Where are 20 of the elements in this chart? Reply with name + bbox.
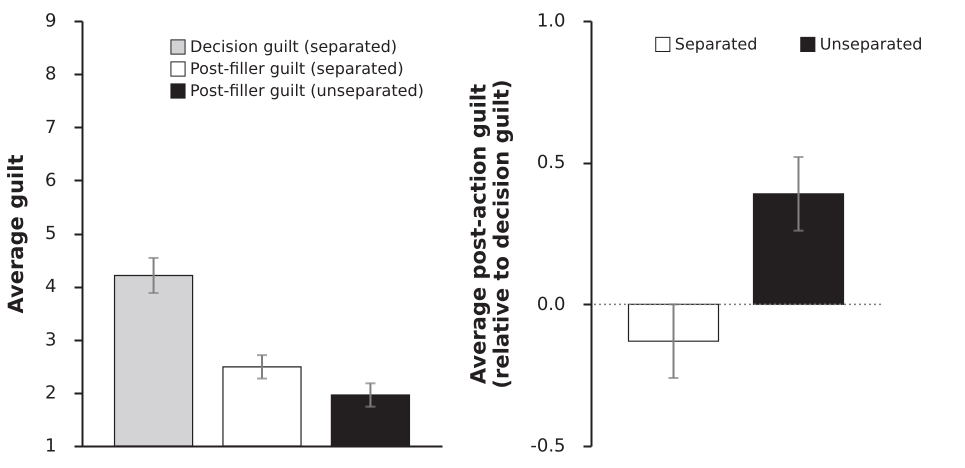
y-tick-label: 7 xyxy=(45,116,56,138)
legend-label: Decision guilt (separated) xyxy=(190,37,398,56)
y-tick-label: -0.5 xyxy=(530,436,566,456)
legend-label: Unseparated xyxy=(820,34,922,54)
y-axis-title: Average post-action guilt (relative to decision guilt) xyxy=(466,79,514,389)
y-tick-label: 0.5 xyxy=(536,152,566,174)
y-tick-label: 5 xyxy=(45,223,56,244)
y-tick-label: 1 xyxy=(45,436,56,456)
y-axis-title: Average guilt xyxy=(4,154,28,314)
y-tick-label: 4 xyxy=(45,276,56,298)
y-tick-label: 6 xyxy=(45,170,56,191)
legend-label: Post-filler guilt (unseparated) xyxy=(190,81,424,100)
y-tick-label: 0.0 xyxy=(536,294,566,315)
legend-label: Post-filler guilt (separated) xyxy=(190,59,404,78)
y-tick-label: 2 xyxy=(45,382,56,404)
legend-label: Separated xyxy=(674,34,758,54)
y-tick-label: 9 xyxy=(45,10,56,32)
y-tick-label: 8 xyxy=(45,64,56,85)
y-tick-label: 1.0 xyxy=(536,10,566,32)
y-tick-label: 3 xyxy=(45,329,56,350)
